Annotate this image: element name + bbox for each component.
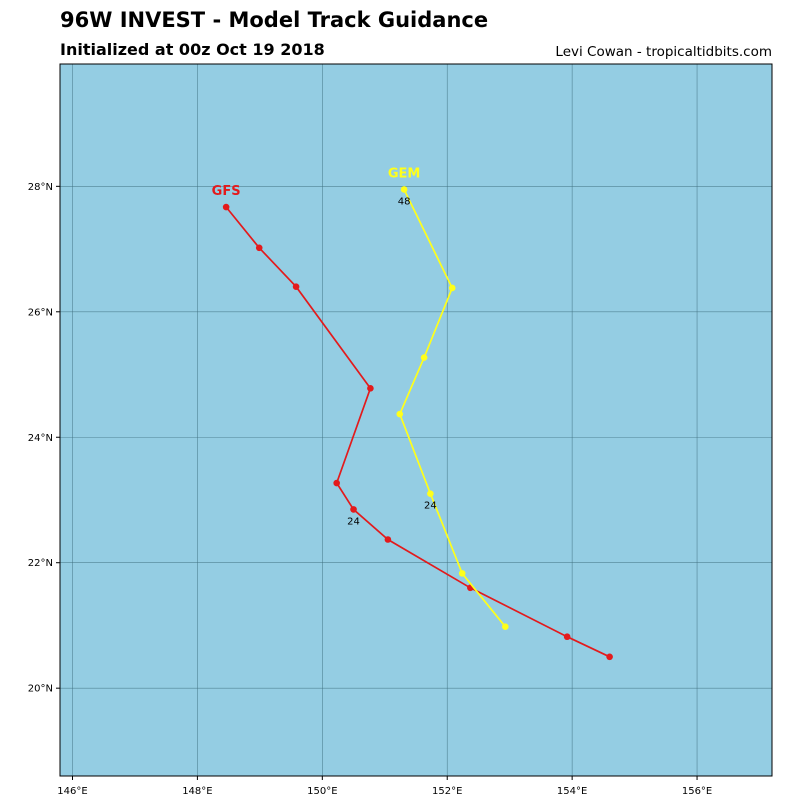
credit-text: Levi Cowan - tropicaltidbits.com — [555, 44, 772, 60]
axis-ticks: 146°E 148°E 150°E 152°E 154°E 156°E 20°N 22°N 24… — [28, 182, 712, 797]
x-tick-label: 154°E — [557, 786, 587, 797]
gem-track-point — [502, 623, 509, 630]
x-tick-label: 148°E — [182, 786, 212, 797]
x-tick-label: 152°E — [432, 786, 462, 797]
y-tick-label: 22°N — [28, 558, 53, 569]
gfs-track-point — [367, 385, 374, 392]
gem-track-point — [458, 570, 466, 577]
gfs-track-point — [384, 536, 392, 543]
gem-model-label: GEM — [388, 166, 421, 181]
gem-forecast-hour-label: 24 — [424, 501, 437, 512]
gfs-track-point — [333, 479, 340, 487]
gridlines — [60, 64, 772, 776]
y-tick-label: 24°N — [28, 433, 53, 444]
gfs-forecast-hour-label: 24 — [347, 516, 360, 527]
x-tick-label: 146°E — [57, 786, 87, 797]
gem-forecast-hour-label: 48 — [398, 196, 411, 207]
gfs-track-point — [292, 283, 300, 290]
y-tick-label: 20°N — [28, 684, 53, 695]
y-tick-label: 26°N — [28, 307, 53, 318]
gem-track-point — [427, 490, 434, 498]
x-tick-label: 150°E — [307, 786, 337, 797]
gem-track-point — [448, 284, 456, 292]
gem-track-point — [396, 410, 404, 418]
y-tick-label: 28°N — [28, 182, 53, 193]
gfs-track-point — [255, 244, 263, 252]
init-time-subtitle: Initialized at 00z Oct 19 2018 — [60, 40, 325, 59]
gfs-track-line — [225, 206, 610, 658]
gfs-track-point — [222, 203, 230, 211]
gfs-track: GFS 24 — [212, 184, 613, 661]
gfs-model-label: GFS — [212, 184, 241, 199]
gem-track-point — [420, 354, 428, 361]
map-frame — [59, 63, 773, 777]
page-title: 96W INVEST - Model Track Guidance — [60, 8, 489, 32]
gfs-track-point — [606, 653, 613, 661]
ocean-background — [60, 64, 772, 776]
gfs-track-point — [563, 633, 571, 641]
gem-track-point — [400, 186, 408, 193]
gfs-track-point — [350, 506, 357, 513]
x-tick-label: 156°E — [682, 786, 712, 797]
gem-track: GEM 24 48 — [388, 166, 509, 630]
model-tracks: GFS 24 GEM 24 48 — [212, 166, 613, 661]
